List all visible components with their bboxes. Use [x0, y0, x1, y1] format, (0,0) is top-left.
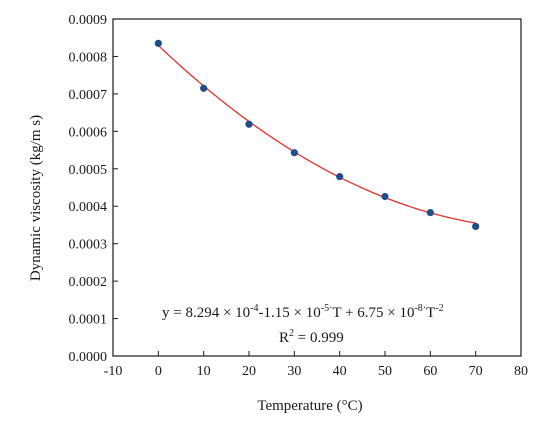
plot-frame: [112, 18, 522, 357]
y-tick-label: 0.0005: [69, 163, 108, 178]
y-tick-labels: 0.0000 0.0001 0.0002 0.0003 0.0004 0.0005 0.00…: [69, 13, 108, 365]
y-tick-label: 0.0004: [69, 200, 108, 215]
data-point: [426, 208, 434, 217]
y-tick-label: 0.0009: [69, 13, 108, 28]
data-point: [245, 120, 253, 128]
x-tick-label: -10: [104, 364, 123, 379]
eq-part-4: T: [426, 305, 435, 321]
x-tick-label: 20: [242, 364, 256, 379]
y-tick-label: 0.0003: [69, 238, 108, 253]
y-tick-label: 0.0007: [69, 88, 108, 103]
x-tick-label: 10: [197, 364, 211, 379]
fit-curve: [157, 44, 476, 224]
eq-exp-1: -4: [250, 303, 258, 314]
data-point: [154, 39, 162, 47]
y-tick-label: 0.0006: [69, 125, 108, 140]
fit-equation: y = 8.294 × 10-4-1.15 × 10-5·T + 6.75 × …: [162, 303, 444, 321]
x-tick-label: 80: [514, 364, 528, 379]
data-point: [336, 173, 344, 181]
x-tick-label: 60: [423, 364, 437, 379]
eq-part-1: y = 8.294 × 10: [162, 305, 250, 321]
x-tick-label: 30: [287, 364, 301, 379]
y-axis-title: Dynamic viscosity (kg/m s): [28, 115, 44, 281]
y-tick-label: 0.0008: [69, 50, 108, 65]
r-squared: R2 = 0.999: [279, 328, 344, 346]
r2-exp: 2: [289, 328, 294, 339]
x-tick-label: 0: [155, 364, 162, 379]
tick-marks: [112, 18, 522, 357]
axes: [112, 18, 522, 357]
data-point: [200, 84, 208, 92]
data-point: [472, 222, 480, 231]
r2-value: = 0.999: [294, 330, 344, 346]
y-tick-label: 0.0002: [69, 275, 108, 290]
eq-part-2: -1.15 × 10: [259, 305, 321, 321]
x-tick-label: 40: [333, 364, 347, 379]
data-point: [290, 149, 298, 157]
x-tick-labels: -10 0 10 20 30 40 50 60 70 80: [104, 364, 528, 379]
data-points: [154, 39, 480, 231]
data-point: [381, 192, 389, 201]
x-tick-label: 70: [469, 364, 483, 379]
eq-exp-4: -2: [435, 303, 443, 314]
y-tick-label: 0.0000: [69, 350, 108, 365]
x-tick-label: 50: [378, 364, 392, 379]
x-axis-title: Temperature (°C): [257, 398, 362, 414]
eq-exp-3: -8·: [414, 303, 426, 314]
eq-exp-2: -5·: [321, 303, 333, 314]
r2-label: R: [279, 330, 289, 346]
y-tick-label: 0.0001: [69, 313, 108, 328]
eq-part-3: T + 6.75 × 10: [332, 305, 414, 321]
